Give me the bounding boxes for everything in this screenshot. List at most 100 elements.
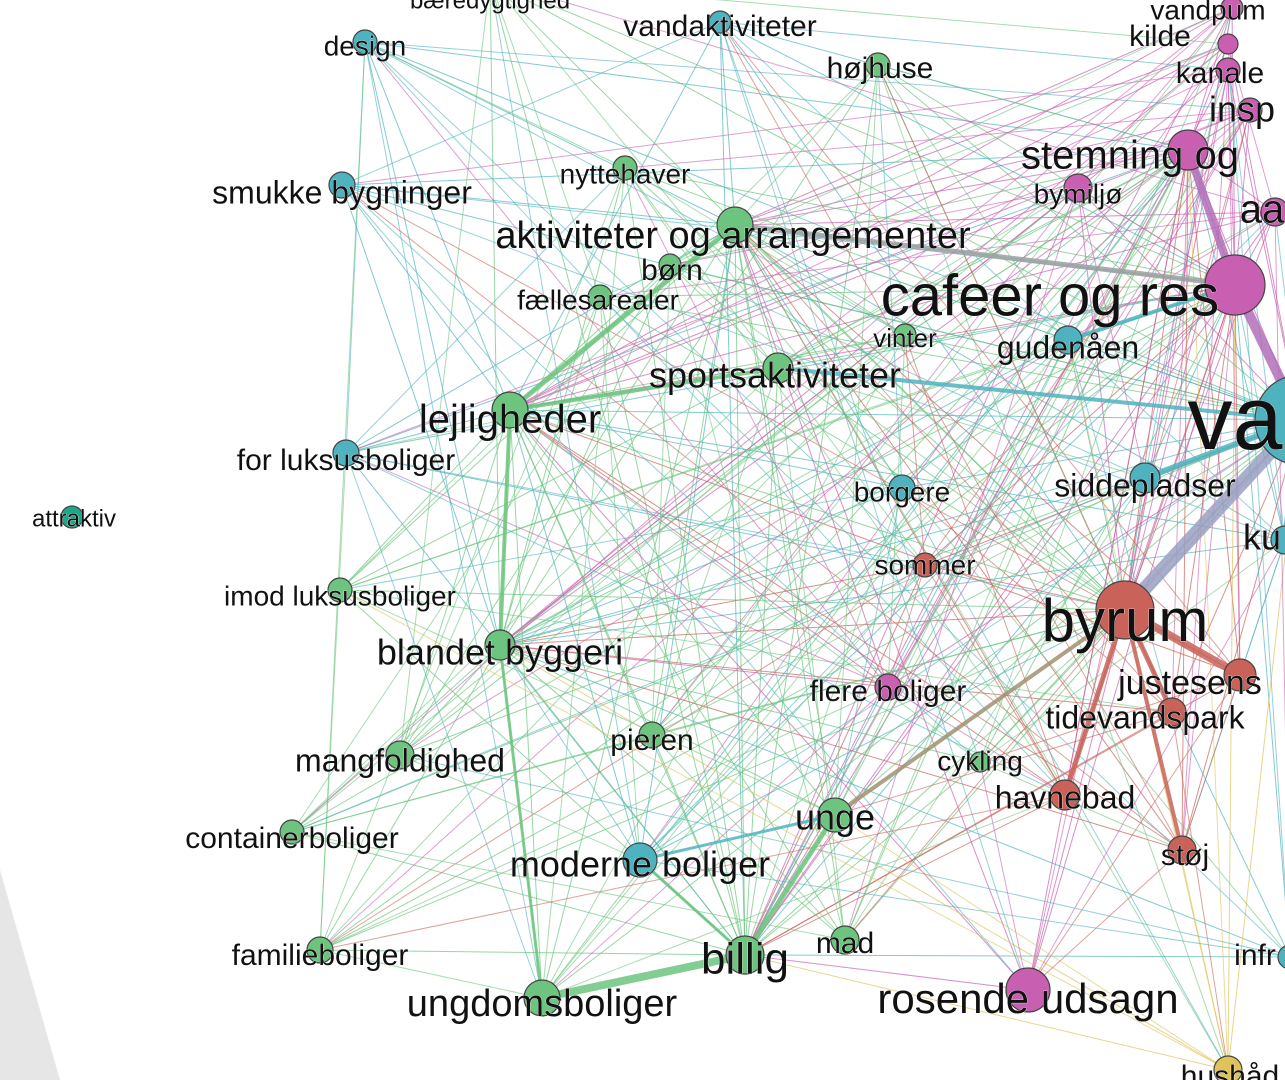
edge [505, 0, 1285, 952]
edge [624, 109, 1251, 169]
edges [291, 0, 1285, 1071]
node-label: nyttehaver [560, 158, 691, 189]
edge [744, 711, 1173, 956]
edge [744, 487, 903, 956]
edge [669, 264, 779, 369]
edge [291, 7, 1233, 833]
node [725, 935, 765, 975]
edge [541, 167, 626, 999]
node [1204, 254, 1266, 316]
node [708, 10, 732, 34]
edge [345, 452, 543, 999]
edge [341, 184, 1285, 541]
edge [499, 644, 1229, 1071]
node [60, 505, 84, 529]
edge [291, 831, 746, 956]
edge [734, 64, 879, 226]
edge [341, 21, 721, 186]
edge [924, 564, 1066, 796]
edge [834, 432, 1285, 816]
edge [339, 487, 903, 591]
edge [341, 184, 736, 226]
edge [1227, 69, 1285, 350]
edge [877, 64, 1189, 151]
edge [877, 64, 1285, 409]
edge [624, 167, 1066, 796]
edge [734, 224, 906, 336]
edge [979, 761, 1183, 851]
edge [777, 284, 1236, 369]
edge [509, 409, 836, 816]
edge [499, 644, 641, 861]
node-label: mangfoldighed [295, 742, 505, 778]
edge [639, 429, 1285, 861]
edge [291, 367, 779, 833]
node-label: gudenåen [997, 329, 1139, 365]
edge [509, 334, 906, 411]
edge [291, 644, 501, 833]
edge [901, 487, 1173, 713]
edge [509, 409, 653, 736]
edge [399, 211, 1276, 756]
edge [1231, 7, 1236, 286]
node [1213, 1055, 1243, 1080]
edge [777, 187, 1079, 369]
edge [399, 0, 489, 756]
edge [364, 41, 1189, 151]
edge [509, 409, 1066, 796]
edge [1171, 149, 1189, 713]
edge [339, 589, 836, 816]
edge [744, 339, 1069, 956]
edge [555, 0, 1276, 213]
edge [341, 184, 501, 646]
edge [319, 564, 926, 951]
edge [1274, 211, 1285, 734]
edge [834, 711, 1173, 816]
edge [901, 487, 1229, 1071]
edge [599, 296, 641, 861]
edge [1234, 284, 1285, 903]
edge [541, 224, 736, 999]
node-label: flere boliger [810, 675, 967, 708]
node-label: byrum [1042, 587, 1209, 654]
edge [734, 224, 903, 489]
edge [904, 334, 926, 566]
edge [509, 409, 846, 941]
edge [1027, 69, 1229, 991]
edge [1144, 284, 1236, 479]
edge [499, 644, 836, 816]
node [1215, 57, 1241, 83]
edge [509, 409, 543, 999]
node [874, 673, 902, 701]
edge [599, 211, 1276, 298]
edge [651, 149, 1189, 736]
node-label: højhuse [827, 52, 934, 85]
edge [669, 264, 846, 941]
edge [498, 409, 512, 646]
node-label: hushåd [1181, 1060, 1279, 1080]
edge [599, 296, 1126, 611]
edge [319, 167, 626, 951]
node-label: siddepladser [1054, 467, 1236, 503]
node-label: sportsaktiviteter [649, 355, 901, 396]
node-label: smukke bygninger [212, 174, 472, 210]
edge [1067, 339, 1173, 713]
node [1277, 945, 1285, 969]
edge [525, 0, 1285, 413]
edge [319, 644, 501, 951]
edge [734, 224, 779, 369]
edge [291, 425, 1285, 833]
edge [509, 409, 1126, 611]
edge [1274, 211, 1285, 300]
node-label: insp [1209, 89, 1275, 130]
edge [734, 222, 1236, 288]
edge [719, 21, 1183, 851]
node-label: rosende udsagn [877, 975, 1178, 1022]
edge [1077, 187, 1285, 406]
edge [651, 284, 1236, 736]
node [1260, 197, 1285, 227]
edge [651, 734, 846, 941]
edge [719, 21, 1229, 71]
edge [734, 224, 889, 688]
